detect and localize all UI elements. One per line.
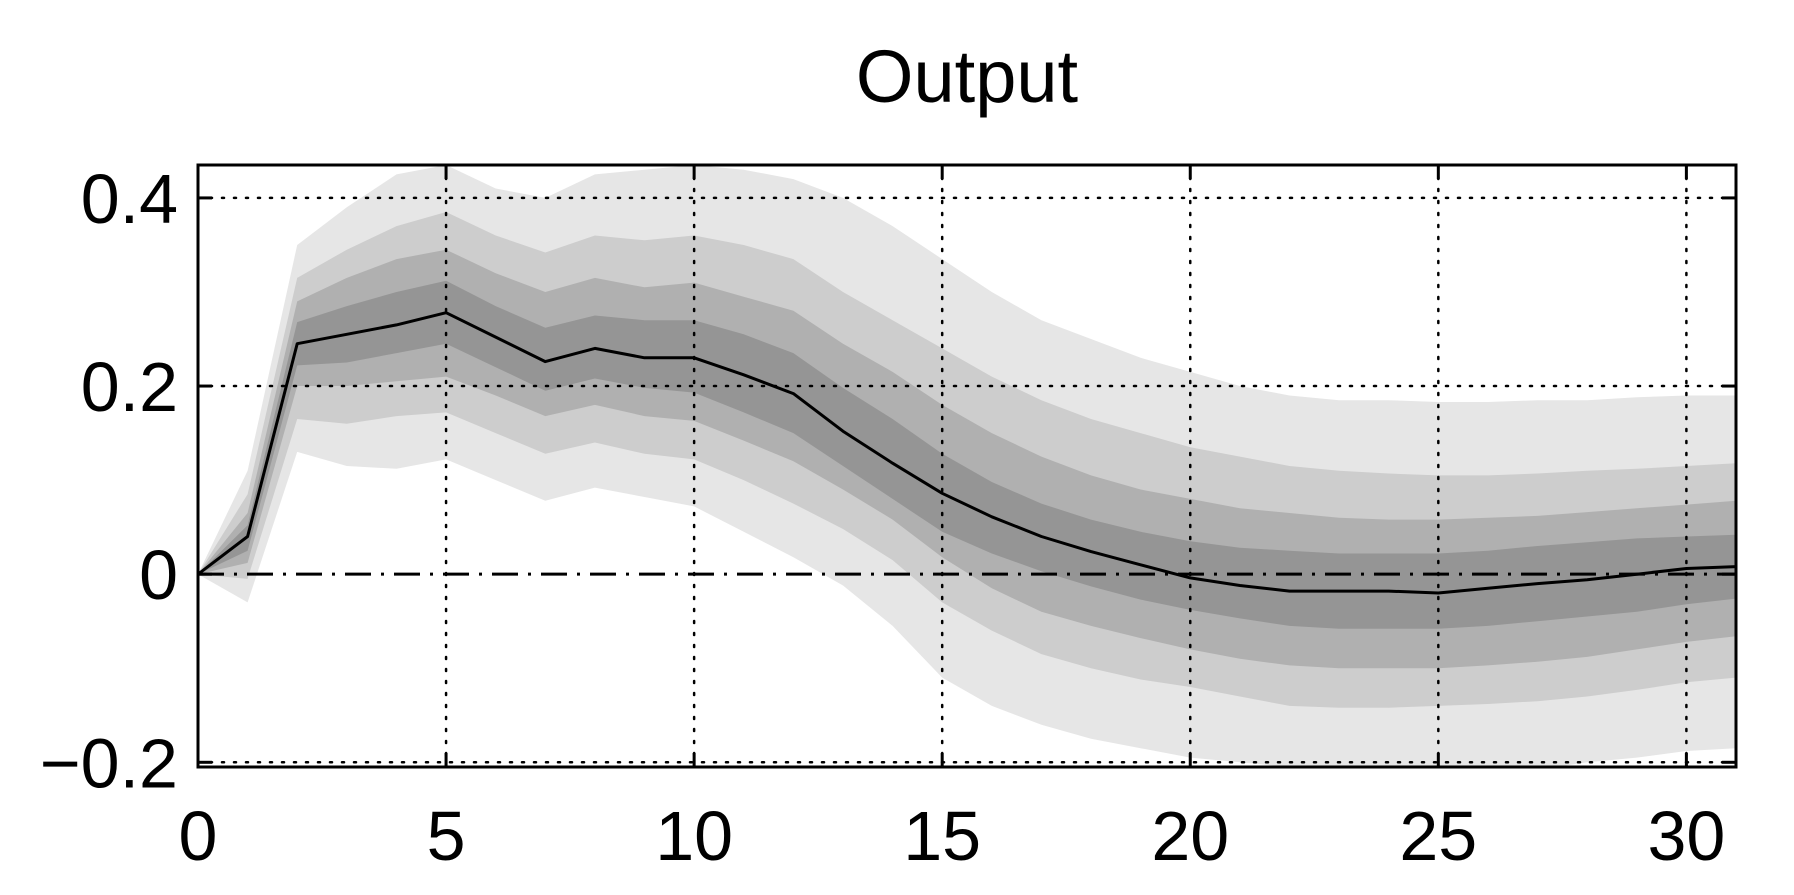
x-tick-label-20: 20 xyxy=(1151,797,1229,875)
grid-lines xyxy=(196,163,1738,769)
x-tick-label-15: 15 xyxy=(903,797,981,875)
y-tick-label-0.2: 0.2 xyxy=(81,348,178,426)
confidence-bands xyxy=(198,165,1736,767)
median-line-group xyxy=(198,311,1736,595)
chart-title: Output xyxy=(856,35,1079,118)
median-line xyxy=(198,311,1736,595)
y-tick-label-0.4: 0.4 xyxy=(81,160,178,238)
x-tick-label-5: 5 xyxy=(427,797,466,875)
band-inner xyxy=(198,280,1736,629)
y-tick-label--0.2: −0.2 xyxy=(40,724,178,802)
x-tick-label-25: 25 xyxy=(1399,797,1477,875)
x-tick-label-0: 0 xyxy=(179,797,218,875)
axis-tick-labels: 0 5 10 15 20 25 30−0.200.20.4 xyxy=(40,160,1726,875)
y-tick-label-0: 0 xyxy=(139,536,178,614)
plot-frame xyxy=(196,163,1738,769)
x-tick-label-30: 30 xyxy=(1647,797,1725,875)
axis-ticks xyxy=(196,165,1736,767)
x-tick-label-10: 10 xyxy=(655,797,733,875)
